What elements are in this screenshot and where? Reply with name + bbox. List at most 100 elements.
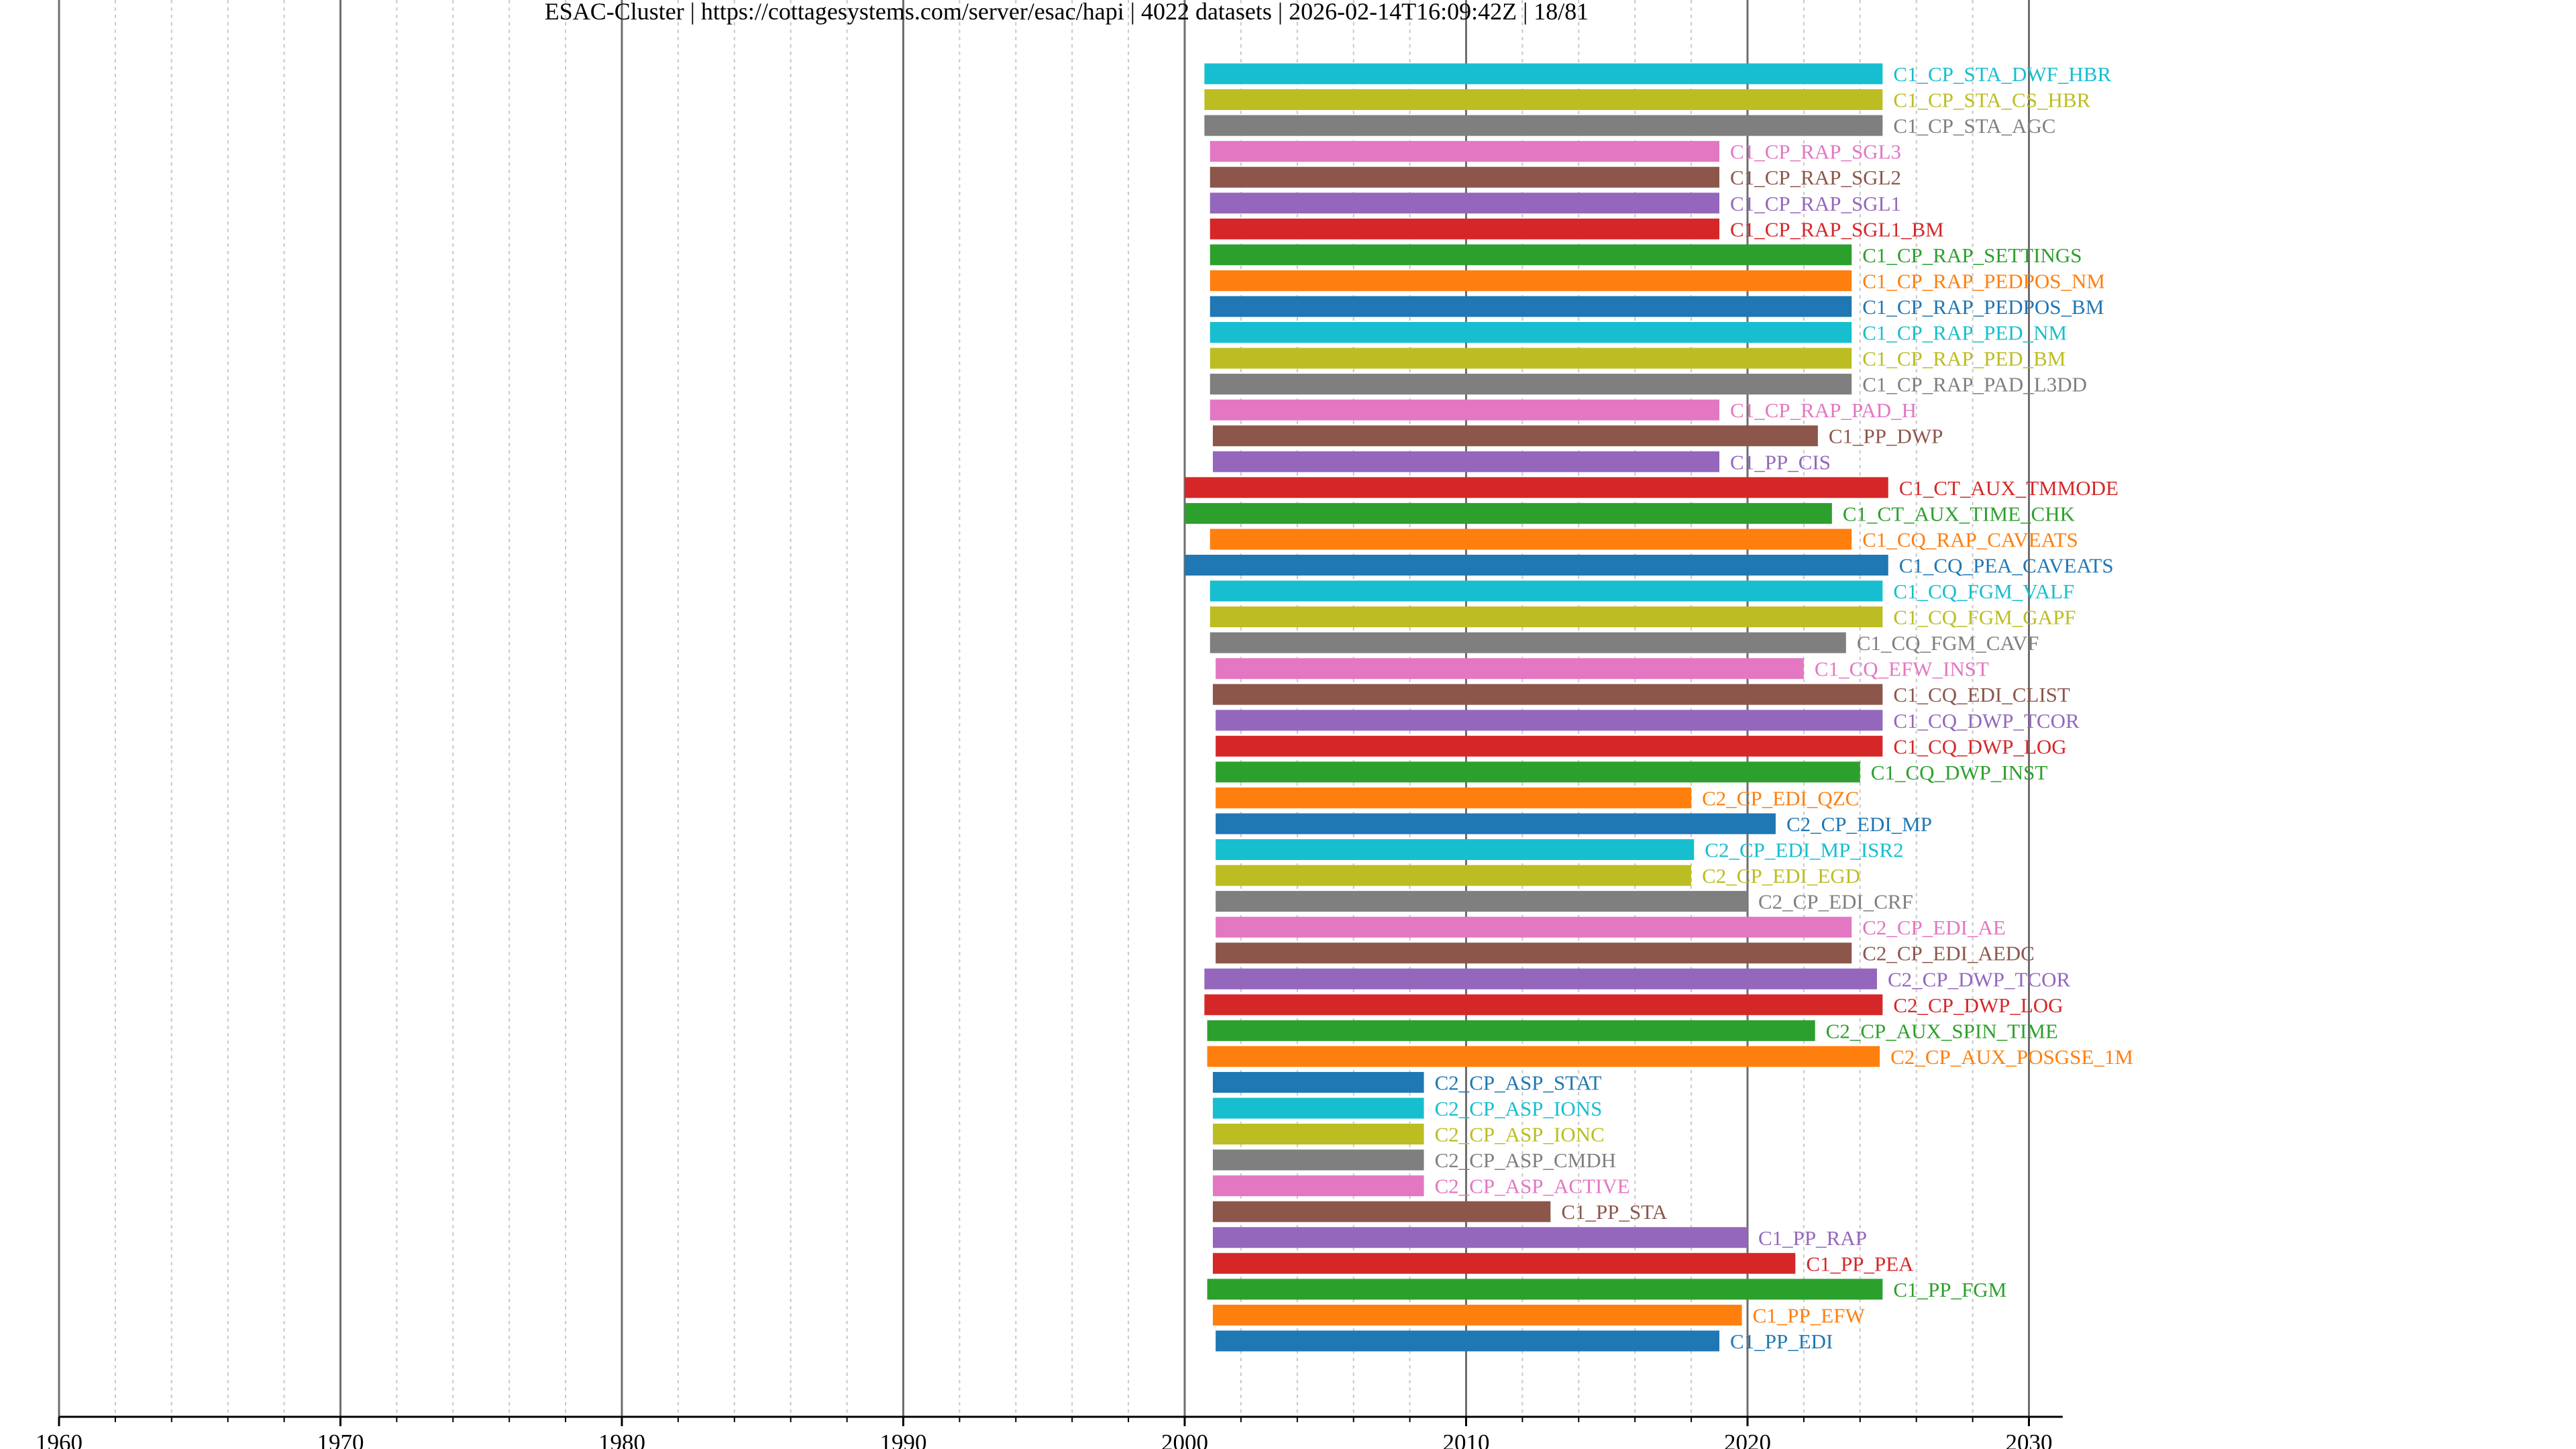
dataset-label: C2_CP_EDI_AE xyxy=(1862,916,2006,939)
dataset-label: C1_CP_STA_CS_HBR xyxy=(1893,89,2090,112)
dataset-label: C1_CQ_PEA_CAVEATS xyxy=(1899,553,2114,577)
dataset-bar[interactable] xyxy=(1210,244,1852,266)
dataset-bar[interactable] xyxy=(1216,658,1804,680)
dataset-bar[interactable] xyxy=(1210,529,1852,550)
dataset-bar[interactable] xyxy=(1216,839,1695,860)
x-tick-label: 1960 xyxy=(36,1430,83,1449)
dataset-label: C1_CP_RAP_PAD_L3DD xyxy=(1862,373,2087,396)
dataset-bar[interactable] xyxy=(1216,916,1852,938)
dataset-label: C1_CT_AUX_TIME_CHK xyxy=(1843,502,2076,525)
dataset-label: C1_CP_RAP_SGL3 xyxy=(1730,140,1901,164)
dataset-bar[interactable] xyxy=(1216,865,1692,886)
dataset-bar[interactable] xyxy=(1207,1020,1815,1041)
dataset-label: C1_CQ_DWP_LOG xyxy=(1893,735,2066,758)
dataset-label: C2_CP_ASP_CMDH xyxy=(1435,1148,1616,1172)
dataset-label: C1_PP_STA xyxy=(1561,1200,1667,1224)
dataset-label: C1_CP_RAP_SGL2 xyxy=(1730,166,1901,189)
dataset-label: C1_CT_AUX_TMMODE xyxy=(1899,476,2118,500)
x-tick-label: 2000 xyxy=(1161,1430,1208,1449)
dataset-bar[interactable] xyxy=(1210,322,1852,343)
dataset-label: C2_CP_ASP_IONS xyxy=(1435,1097,1603,1120)
dataset-label: C1_CP_STA_DWF_HBR xyxy=(1893,62,2111,86)
dataset-bar[interactable] xyxy=(1204,968,1877,989)
dataset-bar[interactable] xyxy=(1210,218,1720,239)
dataset-bar[interactable] xyxy=(1216,787,1692,808)
dataset-bar[interactable] xyxy=(1212,1252,1796,1274)
dataset-bar[interactable] xyxy=(1212,1097,1424,1119)
dataset-label: C1_PP_CIS xyxy=(1730,450,1831,474)
dataset-bar[interactable] xyxy=(1210,141,1720,162)
dataset-bar[interactable] xyxy=(1216,891,1748,912)
x-tick-label: 1980 xyxy=(598,1430,645,1449)
dataset-bar[interactable] xyxy=(1212,1124,1424,1145)
dataset-label: C1_CQ_RAP_CAVEATS xyxy=(1862,528,2078,551)
dataset-bar[interactable] xyxy=(1212,1149,1424,1171)
dataset-bar[interactable] xyxy=(1210,606,1883,628)
dataset-label: C2_CP_EDI_QZC xyxy=(1702,786,1859,810)
dataset-bar[interactable] xyxy=(1185,554,1888,576)
dataset-bar[interactable] xyxy=(1210,399,1720,421)
dataset-bar[interactable] xyxy=(1216,813,1776,835)
dataset-bar[interactable] xyxy=(1216,735,1883,757)
dataset-label: C1_CP_STA_AGC xyxy=(1893,114,2055,138)
dataset-bar[interactable] xyxy=(1212,1071,1424,1093)
dataset-bar[interactable] xyxy=(1210,193,1720,214)
dataset-label: C2_CP_AUX_POSGSE_1M xyxy=(1890,1045,2133,1069)
dataset-label: C2_CP_ASP_STAT xyxy=(1435,1071,1602,1094)
dataset-bar[interactable] xyxy=(1216,761,1860,783)
x-tick-label: 2020 xyxy=(1724,1430,1771,1449)
dataset-label: C2_CP_ASP_ACTIVE xyxy=(1435,1175,1630,1198)
dataset-bar[interactable] xyxy=(1185,502,1832,524)
dataset-bar[interactable] xyxy=(1210,632,1846,653)
dataset-bar[interactable] xyxy=(1216,1330,1720,1352)
dataset-label: C1_CQ_DWP_INST xyxy=(1871,761,2048,784)
dataset-bar[interactable] xyxy=(1212,1175,1424,1197)
dataset-label: C1_PP_RAP xyxy=(1758,1226,1867,1250)
dataset-bar[interactable] xyxy=(1207,1046,1880,1067)
dataset-bar[interactable] xyxy=(1207,1279,1883,1300)
dataset-labels: C1_CP_STA_DWF_HBR C1_CP_STA_CS_HBRC1_CP_S… xyxy=(1435,62,2133,1353)
dataset-bar[interactable] xyxy=(1204,89,1883,111)
dataset-label: C1_PP_EDI xyxy=(1730,1330,1833,1353)
dataset-bar[interactable] xyxy=(1185,477,1888,498)
dataset-label: C1_CP_RAP_SGL1 xyxy=(1730,192,1901,215)
dataset-label: C1_PP_PEA xyxy=(1806,1252,1914,1275)
dataset-bar[interactable] xyxy=(1212,1304,1742,1326)
dataset-label: C1_CQ_FGM_VALF xyxy=(1893,580,2074,603)
chart-title: ESAC-Cluster | https://cottagesystems.co… xyxy=(545,0,1589,25)
dataset-label: C1_CP_RAP_SGL1_BM xyxy=(1730,217,1944,241)
x-tick-label: 1970 xyxy=(317,1430,364,1449)
dataset-bar[interactable] xyxy=(1210,270,1852,291)
dataset-label: C1_PP_DWP xyxy=(1829,425,1943,448)
minor-gridlines xyxy=(114,0,1974,1417)
dataset-bar[interactable] xyxy=(1212,684,1883,705)
dataset-label: C1_CQ_DWP_TCOR xyxy=(1893,709,2080,733)
dataset-label: C1_CP_RAP_PAD_H xyxy=(1730,398,1917,422)
dataset-label: C1_CP_RAP_PED_NM xyxy=(1862,321,2067,345)
dataset-label: C2_CP_EDI_AEDC xyxy=(1862,942,2035,965)
dataset-label: C1_PP_FGM xyxy=(1893,1278,2006,1301)
dataset-bar[interactable] xyxy=(1210,580,1883,602)
dataset-bar[interactable] xyxy=(1212,1201,1551,1222)
dataset-bar[interactable] xyxy=(1216,943,1852,964)
dataset-bar[interactable] xyxy=(1212,451,1720,472)
dataset-bar[interactable] xyxy=(1204,115,1883,136)
dataset-label: C2_CP_EDI_EGD xyxy=(1702,864,1860,888)
dataset-bar[interactable] xyxy=(1212,1227,1748,1248)
dataset-bar[interactable] xyxy=(1210,166,1720,188)
dataset-label: C1_CP_RAP_SETTINGS xyxy=(1862,244,2082,267)
dataset-label: C1_CQ_FGM_CAVF xyxy=(1857,631,2039,655)
dataset-label: C2_CP_EDI_CRF xyxy=(1758,890,1913,914)
dataset-bar[interactable] xyxy=(1212,425,1818,447)
dataset-label: C2_CP_EDI_MP xyxy=(1786,812,1932,836)
dataset-label: C1_CQ_EDI_CLIST xyxy=(1893,683,2070,706)
dataset-bar[interactable] xyxy=(1216,710,1883,731)
dataset-label: C1_CP_RAP_PED_BM xyxy=(1862,347,2065,370)
dataset-bar[interactable] xyxy=(1204,63,1883,85)
dataset-bar[interactable] xyxy=(1210,374,1852,395)
dataset-label: C2_CP_EDI_MP_ISR2 xyxy=(1705,839,1903,862)
dataset-bar[interactable] xyxy=(1210,347,1852,369)
dataset-bar[interactable] xyxy=(1204,994,1883,1016)
dataset-bar[interactable] xyxy=(1210,296,1852,317)
